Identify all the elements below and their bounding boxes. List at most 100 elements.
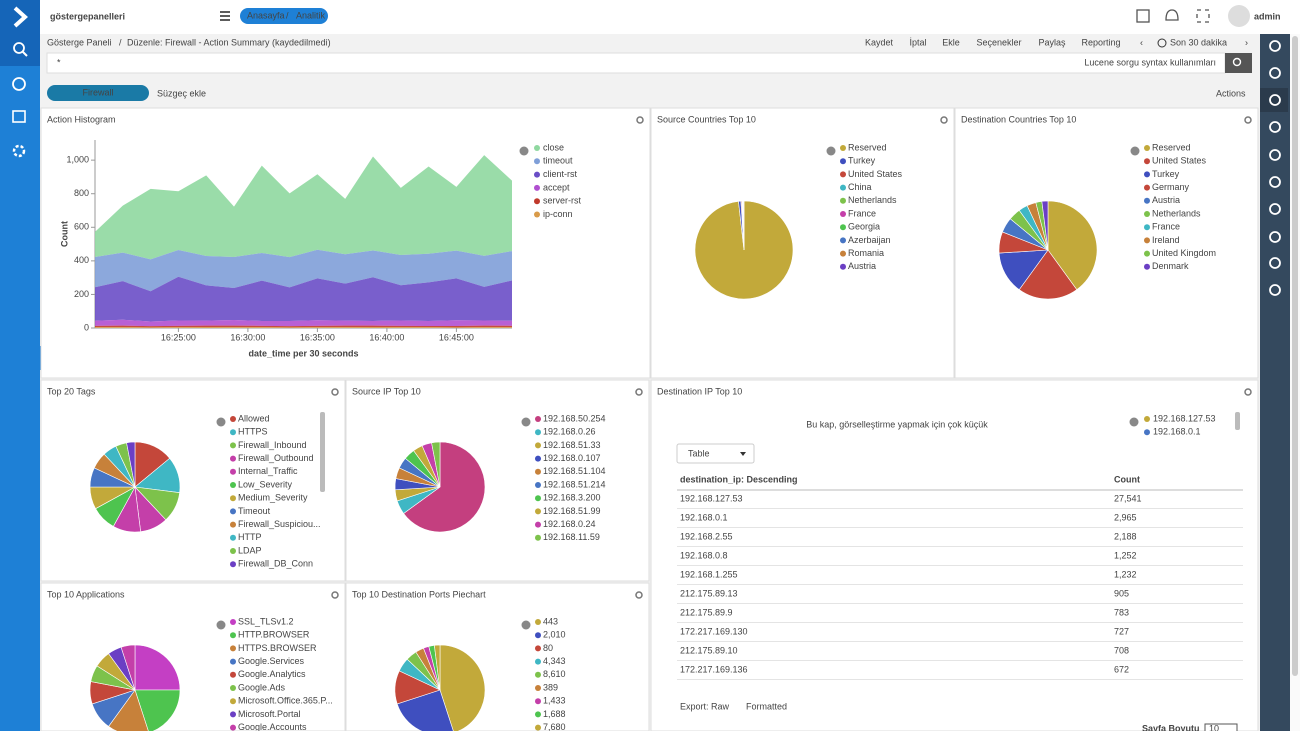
toolbar-action[interactable]: İptal xyxy=(909,37,926,47)
column-header[interactable]: destination_ip: Descending xyxy=(680,474,798,484)
legend-label[interactable]: Google.Services xyxy=(238,656,305,666)
legend-label[interactable]: HTTP xyxy=(238,532,262,542)
legend-toggle[interactable] xyxy=(217,621,226,630)
toolbar-action[interactable]: Reporting xyxy=(1081,37,1120,47)
legend-label[interactable]: Austria xyxy=(1152,195,1180,205)
legend-label[interactable]: HTTP.BROWSER xyxy=(238,630,310,640)
legend-label[interactable]: Reserved xyxy=(848,142,887,152)
legend-label[interactable]: Google.Ads xyxy=(238,682,286,692)
legend-label[interactable]: Microsoft.Office.365.P... xyxy=(238,696,333,706)
legend-label[interactable]: 192.168.0.26 xyxy=(543,427,596,437)
legend-toggle[interactable] xyxy=(1130,418,1139,427)
legend-label[interactable]: Azerbaijan xyxy=(848,235,891,245)
legend-label[interactable]: Netherlands xyxy=(848,195,897,205)
query-button[interactable] xyxy=(1225,53,1252,73)
legend-label[interactable]: Firewall_Inbound xyxy=(238,440,307,450)
legend-label[interactable]: Firewall_Suspiciou... xyxy=(238,519,321,529)
legend-label[interactable]: United States xyxy=(848,169,903,179)
legend-label[interactable]: 192.168.0.107 xyxy=(543,453,601,463)
legend-label[interactable]: Denmark xyxy=(1152,261,1189,271)
legend-label[interactable]: Romania xyxy=(848,248,884,258)
toolbar-action[interactable]: Paylaş xyxy=(1038,37,1066,47)
legend-label[interactable]: 192.168.11.59 xyxy=(543,532,600,542)
legend-label[interactable]: SSL_TLSv1.2 xyxy=(238,616,294,626)
legend-label[interactable]: France xyxy=(848,208,876,218)
legend-label[interactable]: Firewall_Outbound xyxy=(238,453,314,463)
next[interactable]: › xyxy=(1245,37,1248,47)
legend-label[interactable]: Google.Accounts xyxy=(238,722,307,731)
legend-label[interactable]: accept xyxy=(543,182,570,192)
legend-label[interactable]: 4,343 xyxy=(543,656,566,666)
legend-label[interactable]: China xyxy=(848,182,872,192)
export-formatted[interactable]: Formatted xyxy=(746,701,787,711)
legend-label[interactable]: 192.168.50.254 xyxy=(543,413,606,423)
time-picker[interactable]: Son 30 dakika xyxy=(1170,37,1227,47)
legend-label[interactable]: 192.168.127.53 xyxy=(1153,413,1216,423)
legend-label[interactable]: France xyxy=(1152,222,1180,232)
legend-label[interactable]: 443 xyxy=(543,616,558,626)
legend-label[interactable]: Netherlands xyxy=(1152,208,1201,218)
prev[interactable]: ‹ xyxy=(1140,37,1143,47)
legend-label[interactable]: Germany xyxy=(1152,182,1190,192)
legend-label[interactable]: ip-conn xyxy=(543,209,573,219)
legend-label[interactable]: United Kingdom xyxy=(1152,248,1216,258)
legend-label[interactable]: 192.168.51.104 xyxy=(543,466,606,476)
toolbar-action[interactable]: Kaydet xyxy=(865,37,894,47)
legend-toggle[interactable] xyxy=(217,418,226,427)
legend-toggle[interactable] xyxy=(522,418,531,427)
legend-label[interactable]: 389 xyxy=(543,682,558,692)
query-hint[interactable]: Lucene sorgu syntax kullanımları xyxy=(1084,57,1216,67)
legend-label[interactable]: Medium_Severity xyxy=(238,493,308,503)
legend-scrollbar[interactable] xyxy=(320,412,325,492)
app-crumb-home[interactable]: Anasayfa xyxy=(247,10,285,20)
toolbar-action[interactable]: Seçenekler xyxy=(976,37,1021,47)
avatar[interactable] xyxy=(1228,5,1250,27)
legend-label[interactable]: 192.168.51.214 xyxy=(543,479,606,489)
filter-actions[interactable]: Actions xyxy=(1216,88,1246,98)
add-filter[interactable]: Süzgeç ekle xyxy=(157,88,206,98)
toolbar-action[interactable]: Ekle xyxy=(942,37,960,47)
legend-label[interactable]: 192.168.0.1 xyxy=(1153,427,1201,437)
legend-label[interactable]: 80 xyxy=(543,643,553,653)
legend-label[interactable]: server-rst xyxy=(543,196,581,206)
legend-label[interactable]: Allowed xyxy=(238,413,270,423)
legend-label[interactable]: United States xyxy=(1152,156,1207,166)
legend-label[interactable]: Reserved xyxy=(1152,142,1191,152)
scroll-thumb[interactable] xyxy=(1292,36,1298,676)
legend-label[interactable]: 2,010 xyxy=(543,630,566,640)
query-input[interactable] xyxy=(47,53,1225,73)
legend-toggle[interactable] xyxy=(522,621,531,630)
legend-label[interactable]: Google.Analytics xyxy=(238,669,306,679)
legend-toggle[interactable] xyxy=(827,147,836,156)
export-raw[interactable]: Raw xyxy=(711,701,730,711)
legend-label[interactable]: Microsoft.Portal xyxy=(238,709,301,719)
legend-label[interactable]: HTTPS.BROWSER xyxy=(238,643,317,653)
legend-label[interactable]: 7,680 xyxy=(543,722,566,731)
user-name[interactable]: admin xyxy=(1254,11,1281,21)
legend-label[interactable]: timeout xyxy=(543,156,573,166)
legend-label[interactable]: 192.168.3.200 xyxy=(543,493,601,503)
legend-label[interactable]: Turkey xyxy=(1152,169,1180,179)
legend-label[interactable]: 1,688 xyxy=(543,709,566,719)
column-header[interactable]: Count xyxy=(1114,474,1140,484)
legend-label[interactable]: HTTPS xyxy=(238,427,268,437)
legend-label[interactable]: Low_Severity xyxy=(238,479,293,489)
legend-label[interactable]: Ireland xyxy=(1152,235,1180,245)
legend-label[interactable]: Timeout xyxy=(238,506,271,516)
legend-label[interactable]: Firewall_DB_Conn xyxy=(238,559,313,569)
legend-label[interactable]: LDAP xyxy=(238,545,262,555)
legend-toggle[interactable] xyxy=(520,147,529,156)
legend-label[interactable]: 192.168.51.33 xyxy=(543,440,601,450)
legend-label[interactable]: close xyxy=(543,142,564,152)
legend-label[interactable]: Turkey xyxy=(848,156,876,166)
legend-label[interactable]: 1,433 xyxy=(543,696,566,706)
legend-label[interactable]: Georgia xyxy=(848,222,880,232)
legend-label[interactable]: 8,610 xyxy=(543,669,566,679)
legend-label[interactable]: 192.168.0.24 xyxy=(543,519,596,529)
legend-toggle[interactable] xyxy=(1131,147,1140,156)
legend-label[interactable]: 192.168.51.99 xyxy=(543,506,601,516)
breadcrumb-link[interactable]: Gösterge Paneli xyxy=(47,37,112,47)
legend-label[interactable]: client-rst xyxy=(543,169,578,179)
legend-label[interactable]: Austria xyxy=(848,261,876,271)
legend-label[interactable]: Internal_Traffic xyxy=(238,466,298,476)
